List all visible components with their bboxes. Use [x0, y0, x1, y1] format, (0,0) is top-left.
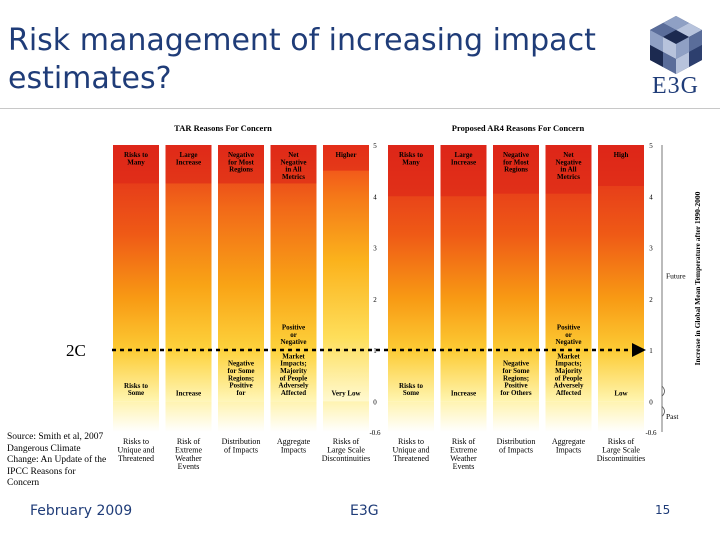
tar-category-3: Distribution of Impacts: [222, 437, 261, 454]
tar-col-4-top-label: Net Negative in All Metrics: [280, 151, 306, 181]
tar-col-2-bottom-label: Increase: [176, 389, 201, 397]
ar4-col-2-past-bar: [440, 401, 487, 432]
tar-col-1-bottom-label: Risks to Some: [124, 382, 148, 397]
ar4-tick-3: 2: [649, 296, 653, 304]
tar-col-5-bottom-label: Very Low: [331, 389, 361, 397]
ar4-col-3-top-label: Negative for Most Regions: [503, 151, 530, 174]
tar-col-1-red-band: [113, 145, 159, 184]
ar4-category-5: Risks of Large Scale Discontinuities: [597, 437, 645, 463]
threshold-label: 2C: [66, 341, 86, 360]
tar-col-4-past-bar: [270, 401, 317, 432]
ar4-tick-2: 3: [649, 245, 653, 253]
tar-col-3-future-bar: [218, 145, 264, 402]
page-number: 15: [655, 503, 671, 517]
threshold-arrowhead: [632, 343, 646, 357]
tar-tick-5: 0: [373, 398, 377, 406]
tar-tick-6: -0.6: [369, 429, 381, 437]
tar-col-5-top-label: Higher: [336, 151, 357, 159]
slide-title: Risk management of increasing impact est…: [8, 23, 596, 96]
tar-col-3-red-band: [218, 145, 264, 184]
tar-col-2-red-band: [165, 145, 212, 184]
ar4-col-5-top-label: High: [614, 151, 629, 159]
tar-col-1-future-bar: [113, 145, 159, 402]
tar-col-5-past-bar: [323, 401, 369, 432]
ar4-category-1: Risks to Unique and Threatened: [392, 437, 429, 463]
tar-col-2-past-bar: [165, 401, 212, 432]
tar-col-4-red-band: [270, 145, 317, 184]
tar-category-1: Risks to Unique and Threatened: [117, 437, 154, 463]
reasons-for-concern-chart: TAR Reasons For Concern Risks to Many Risks…: [66, 123, 702, 471]
tar-col-3-top-label: Negative for Most Regions: [228, 151, 255, 174]
source-note: Source: Smith et al, 2007 Dangerous Clim…: [7, 432, 107, 488]
footer-date: February 2009: [30, 503, 133, 519]
tar-col-3-past-bar: [218, 401, 264, 432]
ar4-tick-0: 5: [649, 142, 653, 150]
ar4-col-1-top-label: Risks to Many: [399, 151, 423, 166]
tar-col-1-past-bar: [113, 401, 159, 432]
title-divider: [0, 108, 720, 109]
ar4-tick-4: 1: [649, 347, 653, 355]
tar-panel-title: TAR Reasons For Concern: [174, 123, 272, 133]
ar4-col-5-past-bar: [598, 401, 644, 432]
ar4-col-4-red-band: [545, 145, 592, 194]
tar-col-4-bottom-label: Market Impacts; Majority of People Adversely…: [279, 352, 309, 397]
tar-col-2-future-bar: [165, 145, 212, 402]
ar4-col-4-past-bar: [545, 401, 592, 432]
tar-tick-2: 3: [373, 245, 377, 253]
tar-category-5: Risks of Large Scale Discontinuities: [322, 437, 370, 463]
logo-text: E3G: [652, 73, 699, 99]
ar4-col-4-top-label: Net Negative in All Metrics: [555, 151, 581, 181]
tar-col-1-top-label: Risks to Many: [124, 151, 148, 166]
tar-col-5-red-band: [323, 145, 369, 171]
past-label: Past: [666, 412, 679, 421]
ar4-col-2-red-band: [440, 145, 487, 197]
tar-col-4-future-bar: [270, 145, 317, 402]
tar-col-4-mid-label: Positive or Negative: [280, 324, 306, 347]
ar4-category-3: Distribution of Impacts: [497, 437, 536, 454]
tar-tick-0: 5: [373, 142, 377, 150]
axis-brace: [661, 385, 665, 417]
tar-col-3-bottom-label: Negative for Some Regions; Positive for: [228, 360, 255, 397]
ar4-category-2: Risk of Extreme Weather Events: [450, 437, 478, 471]
ar4-col-4-bottom-label: Market Impacts; Majority of People Adversely…: [554, 352, 584, 397]
footer-org: E3G: [350, 503, 379, 519]
ar4-col-2-top-label: Large Increase: [451, 151, 476, 166]
ar4-col-3-past-bar: [493, 401, 539, 432]
ar4-panel-title: Proposed AR4 Reasons For Concern: [452, 123, 585, 133]
tar-col-2-top-label: Large Increase: [176, 151, 201, 166]
tar-tick-4: 1: [373, 347, 377, 355]
ar4-col-1-past-bar: [388, 401, 434, 432]
ar4-col-5-bottom-label: Low: [614, 389, 628, 397]
ar4-col-4-mid-label: Positive or Negative: [555, 324, 581, 347]
ar4-tick-1: 4: [649, 193, 653, 201]
tar-category-4: Aggregate Impacts: [277, 437, 311, 454]
ar4-col-2-bottom-label: Increase: [451, 389, 476, 397]
tar-tick-1: 4: [373, 193, 377, 201]
ar4-col-1-red-band: [388, 145, 434, 197]
y-axis-label: Increase in Global Mean Temperature afte…: [693, 191, 702, 365]
ar4-col-5-future-bar: [598, 145, 644, 402]
ar4-tick-5: 0: [649, 398, 653, 406]
e3g-logo-icon: [650, 16, 702, 74]
ar4-col-3-red-band: [493, 145, 539, 194]
future-label: Future: [666, 271, 686, 280]
ar4-col-5-red-band: [598, 145, 644, 186]
tar-col-5-future-bar: [323, 145, 369, 402]
tar-tick-3: 2: [373, 296, 377, 304]
ar4-col-3-bottom-label: Negative for Some Regions; Positive for Othe…: [500, 360, 531, 397]
tar-category-2: Risk of Extreme Weather Events: [175, 437, 203, 471]
ar4-col-1-bottom-label: Risks to Some: [399, 382, 423, 397]
ar4-category-4: Aggregate Impacts: [552, 437, 586, 454]
ar4-tick-6: -0.6: [645, 429, 657, 437]
